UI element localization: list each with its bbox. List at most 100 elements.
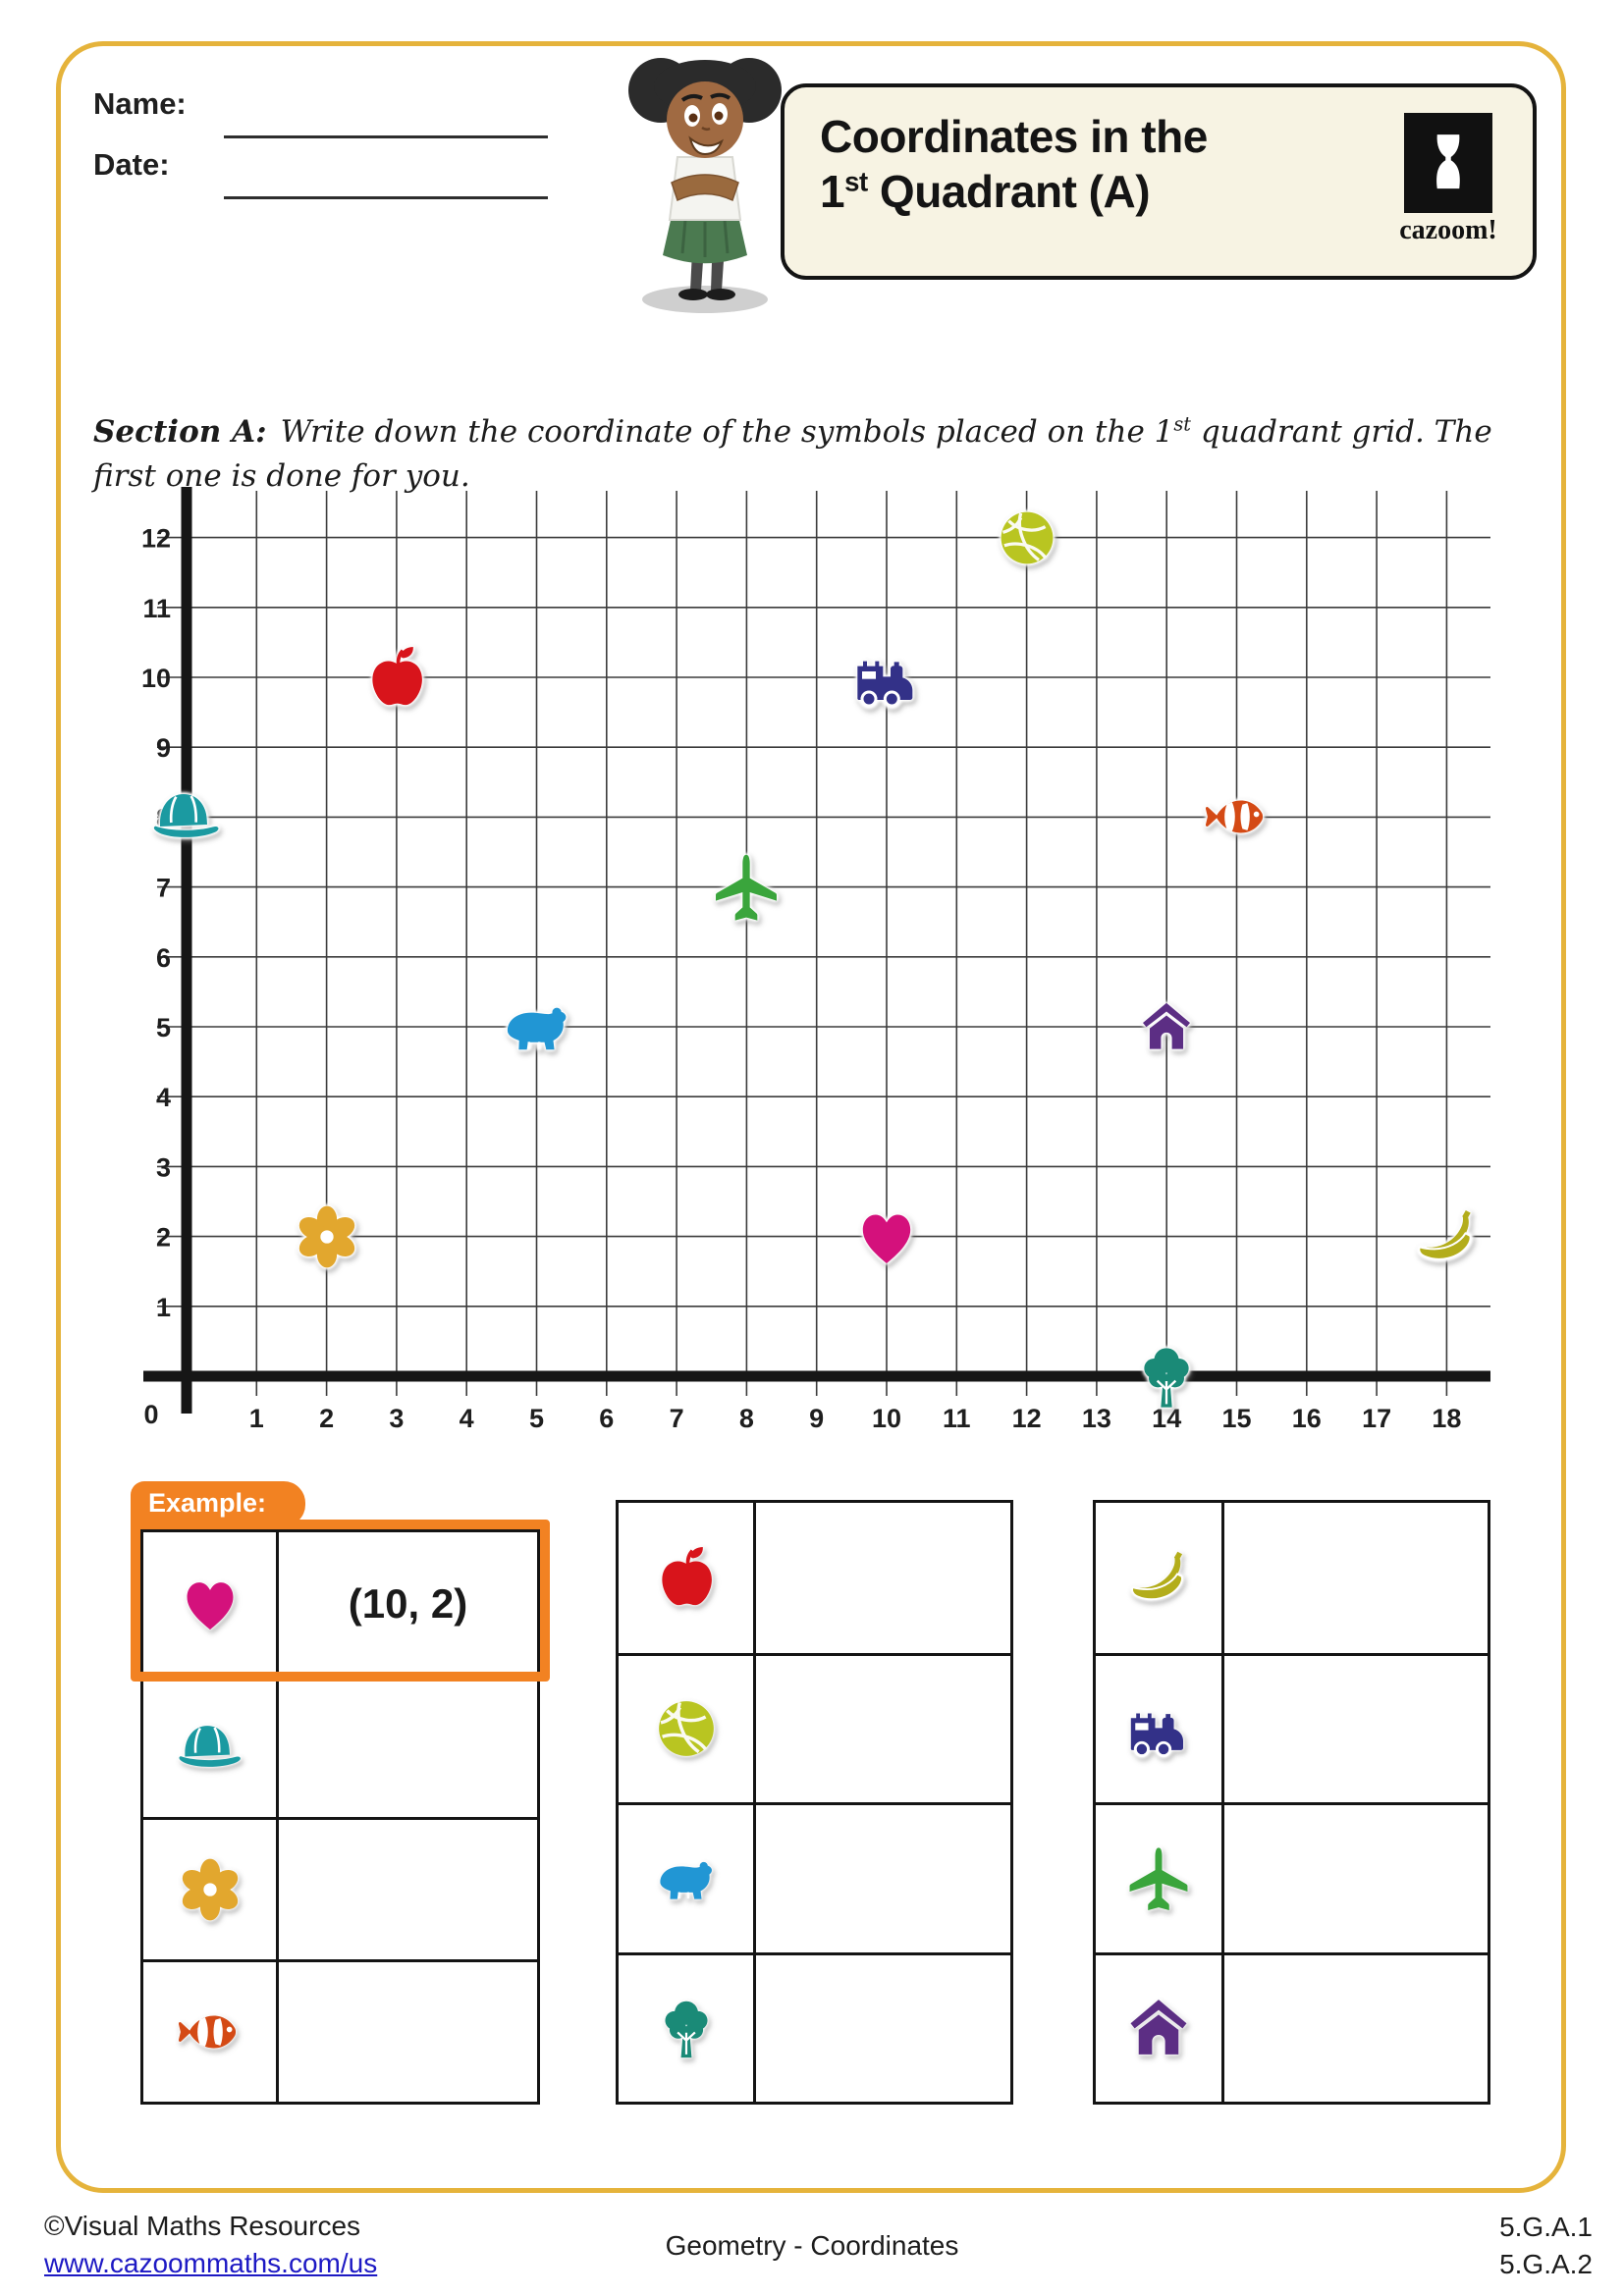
flower-icon xyxy=(173,1852,247,1927)
bear-icon xyxy=(649,1842,724,1916)
apple-icon xyxy=(649,1540,724,1615)
basketball-icon xyxy=(649,1691,724,1766)
answer-cell-blank[interactable] xyxy=(756,1805,1010,1952)
svg-text:11: 11 xyxy=(142,594,171,623)
svg-text:6: 6 xyxy=(156,943,171,973)
grid-symbol-train-icon xyxy=(847,638,926,717)
cartoon-girl-illustration xyxy=(628,58,782,313)
svg-text:1: 1 xyxy=(156,1293,171,1322)
name-input-line[interactable] xyxy=(224,90,548,138)
svg-text:4: 4 xyxy=(156,1083,171,1112)
train-icon xyxy=(1121,1691,1196,1766)
answer-cell-blank[interactable] xyxy=(1224,1503,1488,1653)
grid-symbol-airplane-icon xyxy=(707,848,785,927)
answer-cell-blank[interactable] xyxy=(756,1656,1010,1803)
svg-text:16: 16 xyxy=(1292,1404,1322,1433)
coordinate-grid: 0123456789101112131415161718123456789101… xyxy=(108,479,1542,1466)
svg-text:12: 12 xyxy=(141,524,171,554)
symbol-cell xyxy=(143,1532,279,1675)
cazoom-logo-icon xyxy=(1404,113,1492,213)
svg-text:11: 11 xyxy=(943,1404,971,1433)
svg-text:9: 9 xyxy=(809,1404,824,1433)
svg-text:10: 10 xyxy=(141,664,171,693)
table-row xyxy=(1096,1503,1488,1653)
grid-symbol-flower-icon xyxy=(290,1200,364,1274)
table-row: (10, 2) xyxy=(143,1532,537,1675)
grid-symbol-bear-icon xyxy=(495,985,579,1069)
section-a-instructions: Section A: Write down the coordinate of t… xyxy=(93,412,1492,494)
table-row xyxy=(143,1817,537,1959)
table-row xyxy=(1096,1802,1488,1952)
symbol-cell xyxy=(1096,1503,1224,1653)
table-row xyxy=(143,1959,537,2102)
table-row xyxy=(1096,1951,1488,2103)
svg-text:3: 3 xyxy=(156,1152,171,1182)
table-row xyxy=(619,1652,1010,1803)
svg-text:18: 18 xyxy=(1432,1404,1461,1433)
svg-text:17: 17 xyxy=(1362,1404,1391,1433)
section-a-heading: Section A: xyxy=(93,414,267,450)
airplane-icon xyxy=(1121,1842,1196,1916)
table-row xyxy=(1096,1652,1488,1803)
svg-text:0: 0 xyxy=(143,1400,158,1429)
date-label: Date: xyxy=(93,147,170,182)
symbol-cell xyxy=(143,1820,279,1959)
footer-topic: Geometry - Coordinates xyxy=(665,2230,959,2261)
symbol-cell xyxy=(619,1805,756,1952)
symbol-cell xyxy=(619,1655,756,1802)
standard-1: 5.G.A.1 xyxy=(1499,2212,1593,2242)
copyright-text: ©Visual Maths Resources xyxy=(44,2211,361,2241)
svg-text:5: 5 xyxy=(529,1404,544,1433)
answer-cell-filled: (10, 2) xyxy=(348,1579,468,1627)
symbol-cell xyxy=(143,1962,279,2102)
svg-text:2: 2 xyxy=(319,1404,334,1433)
standard-2: 5.G.A.2 xyxy=(1499,2248,1593,2279)
banana-icon xyxy=(1121,1540,1196,1615)
grid-axes: 0123456789101112131415161718123456789101… xyxy=(141,487,1490,1433)
standards-codes: 5.G.A.1 5.G.A.2 xyxy=(1499,2209,1593,2283)
answer-cell-blank[interactable] xyxy=(756,1955,1010,2103)
fish-icon xyxy=(173,1995,247,2069)
worksheet-title: Coordinates in the 1st Quadrant (A) xyxy=(820,111,1208,218)
table-row xyxy=(143,1675,537,1817)
website-link[interactable]: www.cazoommaths.com/us xyxy=(44,2248,378,2278)
answer-cell-blank[interactable] xyxy=(279,1678,537,1817)
svg-text:7: 7 xyxy=(670,1404,684,1433)
svg-text:12: 12 xyxy=(1012,1404,1042,1433)
symbol-cell xyxy=(619,1954,756,2102)
symbol-cell xyxy=(1096,1655,1224,1802)
name-label: Name: xyxy=(93,86,187,121)
example-tab: Example: xyxy=(131,1481,305,1526)
grid-symbol-tree-icon xyxy=(1127,1337,1206,1415)
grid-symbol-house-icon xyxy=(1135,995,1198,1058)
answer-cell-blank[interactable] xyxy=(756,1503,1010,1653)
svg-text:1: 1 xyxy=(249,1404,264,1433)
date-input-line[interactable] xyxy=(224,151,548,199)
answer-table-3 xyxy=(1093,1500,1490,2105)
answer-cell-blank[interactable] xyxy=(1224,1805,1488,1952)
answer-cell-blank[interactable] xyxy=(279,1962,537,2102)
cazoom-logo-text: cazoom! xyxy=(1399,215,1497,245)
answer-cell-blank[interactable] xyxy=(1224,1955,1488,2103)
tree-icon xyxy=(649,1991,724,2065)
grid-symbol-basketball-icon xyxy=(992,503,1062,573)
cazoom-logo: cazoom! xyxy=(1389,113,1507,246)
grid-symbol-cap-icon xyxy=(147,777,226,856)
symbol-cell xyxy=(1096,1954,1224,2102)
answer-cell-blank[interactable] xyxy=(1224,1656,1488,1803)
svg-text:10: 10 xyxy=(872,1404,901,1433)
symbol-cell xyxy=(619,1503,756,1653)
grid-symbol-banana-icon xyxy=(1408,1199,1485,1275)
table-row xyxy=(619,1503,1010,1653)
svg-text:9: 9 xyxy=(156,733,171,763)
svg-text:13: 13 xyxy=(1082,1404,1111,1433)
grid-symbol-apple-icon xyxy=(359,640,434,715)
answer-cell-blank[interactable] xyxy=(279,1820,537,1959)
grid-symbol-fish-icon xyxy=(1200,779,1274,854)
answer-table-1: (10, 2) xyxy=(140,1529,540,2105)
page-border xyxy=(56,41,1566,2193)
cap-icon xyxy=(173,1710,247,1785)
symbol-cell xyxy=(1096,1805,1224,1952)
svg-text:5: 5 xyxy=(156,1013,171,1042)
svg-text:4: 4 xyxy=(460,1404,474,1433)
